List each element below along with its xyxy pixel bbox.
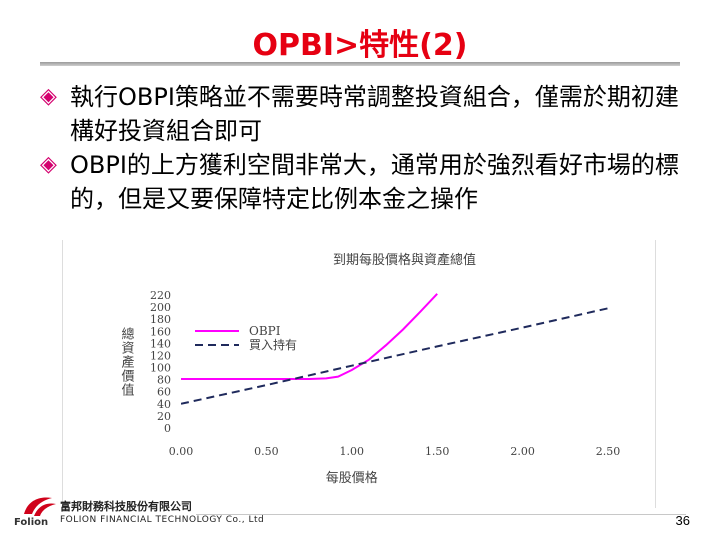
y-tick-label: 220 [150, 289, 171, 302]
company-logo [18, 492, 198, 532]
y-tick-label: 40 [157, 398, 171, 411]
bullet-item: ◈ OBPI的上方獲利空間非常大，通常用於強烈看好市場的標的，但是又要保障特定比… [40, 148, 690, 216]
series-line-obpi [181, 293, 438, 380]
y-tick-label: 60 [157, 386, 171, 399]
title-divider [40, 62, 680, 66]
chart-panel: 到期每股價格與資產總值 0 20 40 60 80 100 120 140 160 180 200 22… [62, 240, 656, 508]
bullet-text: OBPI的上方獲利空間非常大，通常用於強烈看好市場的標的，但是又要保障特定比例本… [70, 151, 679, 213]
page-number: 36 [675, 513, 690, 528]
chart-title: 到期每股價格與資產總值 [333, 252, 476, 268]
payoff-chart: 到期每股價格與資產總值 02040608010012014016018020022… [119, 252, 621, 486]
company-name-en: FOLION FINANCIAL TECHNOLOGY Co., Ltd [60, 515, 265, 525]
y-tick-label: 100 [150, 362, 171, 375]
x-tick-label: 0.50 [254, 445, 279, 458]
y-tick-label: 80 [157, 374, 171, 387]
y-tick-label: 20 [157, 410, 171, 423]
diamond-bullet-icon: ◈ [40, 152, 57, 177]
footer-divider [196, 514, 686, 515]
x-tick-label: 0.00 [169, 445, 194, 458]
bullet-text: 執行OBPI策略並不需要時常調整投資組合，僅需於期初建構好投資組合即可 [70, 83, 679, 145]
x-tick-label: 1.50 [425, 445, 450, 458]
slide-title: OPBI>特性(2) [252, 28, 468, 63]
diamond-bullet-icon: ◈ [40, 84, 57, 109]
y-tick-label: 140 [150, 337, 171, 350]
bullet-item: ◈ 執行OBPI策略並不需要時常調整投資組合，僅需於期初建構好投資組合即可 [40, 80, 690, 148]
x-axis-label: 每股價格 [326, 470, 378, 486]
y-tick-label: 160 [150, 325, 171, 338]
x-tick-label: 1.00 [340, 445, 365, 458]
y-tick-label: 0 [164, 422, 171, 435]
bullet-list: ◈ 執行OBPI策略並不需要時常調整投資組合，僅需於期初建構好投資組合即可 ◈ … [40, 80, 690, 216]
legend-label-obpi: OBPI [249, 324, 281, 338]
x-tick-label: 2.00 [510, 445, 534, 458]
y-tick-label: 180 [150, 313, 171, 326]
y-axis-label: 總資產價值 [119, 326, 135, 397]
x-tick-label: 2.50 [596, 445, 621, 458]
folion-logo-icon [24, 497, 56, 516]
series-line-buy-hold [181, 307, 609, 405]
y-tick-label: 120 [150, 349, 171, 362]
company-name-cn: 富邦財務科技股份有限公司 [60, 500, 192, 513]
y-tick-label: 200 [150, 301, 171, 314]
brand-name: Folion [14, 517, 49, 528]
legend-label-buy-hold: 買入持有 [249, 337, 297, 352]
